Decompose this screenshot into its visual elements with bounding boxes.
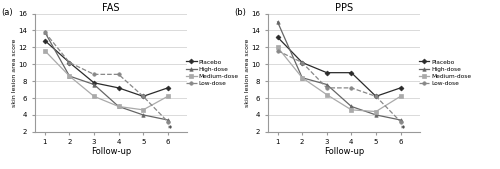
Text: (b): (b) bbox=[234, 8, 246, 17]
Placebo bbox=[116, 87, 121, 89]
High-dose bbox=[299, 77, 305, 79]
Low-dose bbox=[42, 31, 48, 33]
Line: Placebo: Placebo bbox=[276, 35, 402, 98]
Placebo bbox=[42, 40, 48, 42]
Placebo bbox=[66, 62, 72, 64]
Placebo bbox=[373, 95, 379, 97]
Title: FAS: FAS bbox=[102, 3, 120, 13]
High-dose bbox=[164, 119, 170, 121]
Low-dose bbox=[116, 73, 121, 75]
Medium-dose bbox=[274, 46, 280, 48]
Line: Medium-dose: Medium-dose bbox=[276, 46, 402, 113]
Placebo bbox=[164, 87, 170, 89]
Low-dose bbox=[140, 95, 146, 97]
Placebo bbox=[274, 36, 280, 38]
Line: Medium-dose: Medium-dose bbox=[43, 49, 170, 112]
High-dose bbox=[274, 21, 280, 23]
Medium-dose bbox=[42, 50, 48, 52]
Medium-dose bbox=[116, 105, 121, 107]
High-dose bbox=[116, 105, 121, 107]
Line: High-dose: High-dose bbox=[276, 20, 402, 122]
High-dose bbox=[398, 119, 404, 121]
Low-dose bbox=[299, 62, 305, 64]
Placebo bbox=[140, 95, 146, 97]
Title: PPS: PPS bbox=[335, 3, 353, 13]
Placebo bbox=[348, 72, 354, 74]
High-dose bbox=[140, 114, 146, 116]
Medium-dose bbox=[398, 95, 404, 97]
X-axis label: Follow-up: Follow-up bbox=[324, 147, 364, 156]
Placebo bbox=[398, 87, 404, 89]
Text: *: * bbox=[168, 125, 172, 134]
Low-dose bbox=[324, 87, 330, 89]
Placebo bbox=[299, 62, 305, 64]
High-dose bbox=[91, 83, 97, 86]
Line: Placebo: Placebo bbox=[43, 39, 170, 98]
Low-dose bbox=[91, 73, 97, 75]
Text: (a): (a) bbox=[2, 8, 13, 17]
High-dose bbox=[42, 31, 48, 33]
Medium-dose bbox=[299, 77, 305, 79]
Line: Low-dose: Low-dose bbox=[43, 30, 170, 123]
High-dose bbox=[66, 75, 72, 77]
High-dose bbox=[324, 83, 330, 86]
Medium-dose bbox=[373, 111, 379, 113]
Low-dose bbox=[164, 121, 170, 123]
Low-dose bbox=[348, 87, 354, 89]
Medium-dose bbox=[324, 94, 330, 96]
Low-dose bbox=[66, 62, 72, 64]
Medium-dose bbox=[348, 109, 354, 111]
Medium-dose bbox=[140, 109, 146, 111]
Legend: Placebo, High-dose, Medium-dose, Low-dose: Placebo, High-dose, Medium-dose, Low-dos… bbox=[418, 59, 472, 87]
Low-dose bbox=[274, 50, 280, 52]
Y-axis label: skin lesion area score: skin lesion area score bbox=[244, 39, 250, 107]
Low-dose bbox=[373, 95, 379, 97]
X-axis label: Follow-up: Follow-up bbox=[91, 147, 132, 156]
Low-dose bbox=[398, 121, 404, 123]
Medium-dose bbox=[164, 95, 170, 97]
Placebo bbox=[91, 82, 97, 84]
Placebo bbox=[324, 72, 330, 74]
Y-axis label: skin lesion area score: skin lesion area score bbox=[12, 39, 17, 107]
Line: High-dose: High-dose bbox=[43, 30, 170, 122]
Line: Low-dose: Low-dose bbox=[276, 49, 402, 123]
Text: *: * bbox=[401, 125, 405, 134]
High-dose bbox=[348, 105, 354, 107]
Legend: Placebo, High-dose, Medium-dose, Low-dose: Placebo, High-dose, Medium-dose, Low-dos… bbox=[186, 59, 239, 87]
Medium-dose bbox=[91, 95, 97, 97]
Medium-dose bbox=[66, 75, 72, 77]
High-dose bbox=[373, 114, 379, 116]
